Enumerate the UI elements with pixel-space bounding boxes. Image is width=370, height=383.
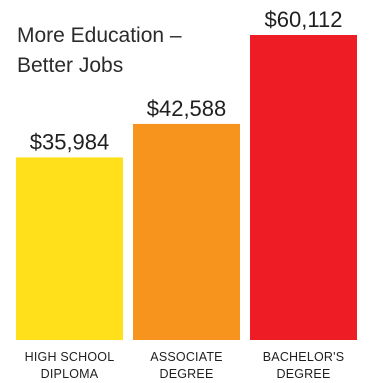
- chart-title-line-1: More Education –: [17, 24, 182, 47]
- bar-associate-degree: [133, 123, 240, 340]
- chart-title: More Education – Better Jobs: [17, 24, 182, 77]
- category-label-bachelor-s-degree-line-1: BACHELOR'S: [263, 350, 345, 364]
- value-label-high-school-diploma: $35,984: [30, 129, 110, 154]
- category-label-high-school-diploma-line-2: DIPLOMA: [41, 367, 99, 381]
- category-label-bachelor-s-degree-line-2: DEGREE: [277, 367, 331, 381]
- chart-title-line-2: Better Jobs: [17, 54, 123, 77]
- category-label-associate-degree-line-2: DEGREE: [160, 367, 214, 381]
- category-labels: HIGH SCHOOL DIPLOMA ASSOCIATE DEGREE BACHELO…: [25, 350, 345, 381]
- category-label-associate-degree-line-1: ASSOCIATE: [150, 350, 222, 364]
- category-label-high-school-diploma-line-1: HIGH SCHOOL: [25, 350, 115, 364]
- value-label-associate-degree: $42,588: [147, 96, 227, 121]
- bars: [16, 35, 357, 340]
- value-labels: $35,984 $42,588 $60,112: [30, 7, 343, 154]
- value-label-bachelor-s-degree: $60,112: [265, 7, 343, 32]
- bar-high-school-diploma: [16, 157, 123, 340]
- bar-bachelor-s-degree: [250, 35, 357, 340]
